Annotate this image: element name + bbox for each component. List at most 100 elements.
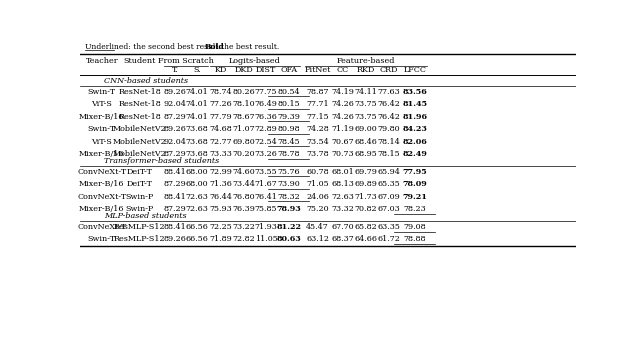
Text: 69.79: 69.79: [355, 168, 377, 176]
Text: 77.95: 77.95: [403, 168, 427, 176]
Text: 75.85: 75.85: [255, 205, 277, 213]
Text: 73.55: 73.55: [255, 168, 277, 176]
Text: 82.06: 82.06: [403, 138, 427, 146]
Text: 78.10: 78.10: [232, 100, 255, 108]
Text: 79.39: 79.39: [277, 113, 300, 121]
Text: 78.23: 78.23: [403, 205, 426, 213]
Text: Swin-T: Swin-T: [88, 88, 116, 96]
Text: 79.80: 79.80: [378, 125, 401, 133]
Text: 78.09: 78.09: [403, 180, 427, 188]
Text: 74.01: 74.01: [186, 113, 209, 121]
Text: 75.76: 75.76: [278, 168, 300, 176]
Text: 76.42: 76.42: [378, 100, 401, 108]
Text: ConvNeXt-T: ConvNeXt-T: [77, 168, 127, 176]
Text: 78.78: 78.78: [278, 150, 300, 158]
Text: ConvNeXt-T: ConvNeXt-T: [77, 193, 127, 201]
Text: 87.29: 87.29: [164, 113, 187, 121]
Text: 74.68: 74.68: [209, 125, 232, 133]
Text: 88.41: 88.41: [164, 223, 187, 231]
Text: Swin-T: Swin-T: [88, 125, 116, 133]
Text: 76.49: 76.49: [255, 100, 277, 108]
Text: 69.80: 69.80: [232, 138, 255, 146]
Text: 78.67: 78.67: [232, 113, 255, 121]
Text: LFCC: LFCC: [403, 66, 426, 74]
Text: 67.09: 67.09: [378, 193, 401, 201]
Text: MobileNetV2: MobileNetV2: [113, 150, 166, 158]
Text: 73.32: 73.32: [332, 205, 355, 213]
Text: Swin-T: Swin-T: [88, 235, 116, 243]
Text: 69.89: 69.89: [355, 180, 377, 188]
Text: 68.95: 68.95: [355, 150, 377, 158]
Text: 81.45: 81.45: [402, 100, 428, 108]
Text: ResNet-18: ResNet-18: [118, 100, 161, 108]
Text: 77.75: 77.75: [255, 88, 277, 96]
Text: S.: S.: [193, 66, 201, 74]
Text: 69.00: 69.00: [355, 125, 377, 133]
Text: 60.78: 60.78: [307, 168, 329, 176]
Text: 72.63: 72.63: [186, 193, 209, 201]
Text: 92.04: 92.04: [164, 100, 187, 108]
Text: 68.37: 68.37: [332, 235, 355, 243]
Text: 78.32: 78.32: [278, 193, 300, 201]
Text: 76.42: 76.42: [378, 113, 401, 121]
Text: 71.05: 71.05: [307, 180, 329, 188]
Text: 71.89: 71.89: [209, 235, 232, 243]
Text: 78.45: 78.45: [278, 138, 300, 146]
Text: Logits-based: Logits-based: [229, 57, 281, 65]
Text: 64.66: 64.66: [354, 235, 377, 243]
Text: 87.29: 87.29: [164, 180, 187, 188]
Text: 82.49: 82.49: [403, 150, 428, 158]
Text: 67.03: 67.03: [378, 205, 401, 213]
Text: 79.08: 79.08: [403, 223, 426, 231]
Text: 65.82: 65.82: [355, 223, 377, 231]
Text: 76.36: 76.36: [255, 113, 277, 121]
Text: 11.05: 11.05: [255, 235, 277, 243]
Text: 65.94: 65.94: [378, 168, 401, 176]
Text: 80.54: 80.54: [278, 88, 300, 96]
Text: 83.56: 83.56: [403, 88, 427, 96]
Text: 68.13: 68.13: [332, 180, 355, 188]
Text: 68.00: 68.00: [186, 168, 209, 176]
Text: ResMLP-S12: ResMLP-S12: [114, 223, 165, 231]
Text: 68.46: 68.46: [355, 138, 377, 146]
Text: 71.07: 71.07: [232, 125, 255, 133]
Text: 89.26: 89.26: [164, 125, 187, 133]
Text: 74.26: 74.26: [332, 113, 355, 121]
Text: 70.67: 70.67: [332, 138, 354, 146]
Text: 61.72: 61.72: [378, 235, 401, 243]
Text: Transformer-based students: Transformer-based students: [104, 157, 220, 165]
Text: MobileNetV2: MobileNetV2: [113, 138, 166, 146]
Text: 88.41: 88.41: [164, 193, 187, 201]
Text: 78.74: 78.74: [209, 88, 232, 96]
Text: 74.19: 74.19: [332, 88, 355, 96]
Text: 71.19: 71.19: [332, 125, 355, 133]
Text: CNN-based students: CNN-based students: [104, 77, 188, 84]
Text: Bold: Bold: [205, 43, 225, 51]
Text: 73.22: 73.22: [232, 223, 255, 231]
Text: 73.68: 73.68: [186, 150, 209, 158]
Text: 72.63: 72.63: [332, 193, 355, 201]
Text: 87.29: 87.29: [164, 150, 187, 158]
Text: 71.67: 71.67: [255, 180, 277, 188]
Text: 73.26: 73.26: [255, 150, 277, 158]
Text: 74.26: 74.26: [332, 100, 355, 108]
Text: 75.93: 75.93: [209, 205, 232, 213]
Text: 71.93: 71.93: [255, 223, 277, 231]
Text: 67.70: 67.70: [332, 223, 354, 231]
Text: ResNet-18: ResNet-18: [118, 113, 161, 121]
Text: 77.79: 77.79: [209, 113, 232, 121]
Text: 66.56: 66.56: [186, 235, 209, 243]
Text: 78.15: 78.15: [378, 150, 401, 158]
Text: 80.26: 80.26: [232, 88, 255, 96]
Text: MLP-based students: MLP-based students: [104, 212, 187, 220]
Text: 77.63: 77.63: [378, 88, 401, 96]
Text: 73.78: 73.78: [307, 150, 329, 158]
Text: 74.11: 74.11: [355, 88, 377, 96]
Text: Feature-based: Feature-based: [337, 57, 396, 65]
Text: RKD: RKD: [356, 66, 375, 74]
Text: 72.63: 72.63: [186, 205, 209, 213]
Text: 75.20: 75.20: [307, 205, 329, 213]
Text: CRD: CRD: [380, 66, 398, 74]
Text: Mixer-B/16: Mixer-B/16: [79, 180, 125, 188]
Text: 76.41: 76.41: [255, 193, 277, 201]
